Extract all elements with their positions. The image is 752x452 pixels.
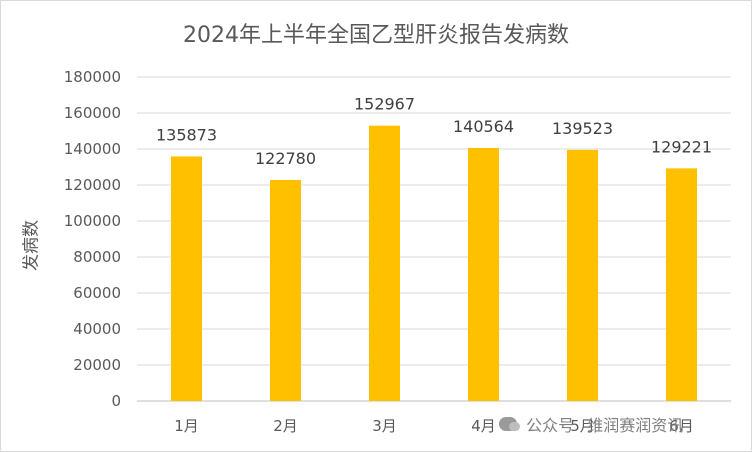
bar-5 (567, 149, 598, 401)
y-tick-label-140000: 140000 (64, 140, 121, 158)
bar-1 (171, 156, 202, 401)
data-label-2: 122780 (255, 149, 316, 168)
y-tick-label-0: 0 (111, 392, 121, 410)
watermark: 公众号 维润赛润资讯 (499, 412, 739, 438)
y-tick-label-60000: 60000 (73, 284, 121, 302)
watermark-source: 公众号 (526, 416, 575, 435)
x-tick-label-3: 3月 (372, 417, 397, 435)
x-tick-label-1: 1月 (174, 417, 199, 435)
y-tick-label-40000: 40000 (73, 320, 121, 338)
x-tick-label-6: 6月 (669, 417, 694, 435)
y-tick-label-160000: 160000 (64, 104, 121, 122)
y-tick-label-180000: 180000 (64, 68, 121, 86)
x-tick-label-5: 5月 (570, 417, 595, 435)
y-tick-label-20000: 20000 (73, 356, 121, 374)
wechat-icon (499, 417, 520, 431)
x-tick-label-4: 4月 (471, 417, 496, 435)
chart-title: 2024年上半年全国乙型肝炎报告发病数 (183, 23, 569, 48)
data-label-4: 140564 (453, 117, 514, 136)
y-tick-label-120000: 120000 (64, 176, 121, 194)
bar-2 (270, 179, 301, 401)
data-label-3: 152967 (354, 95, 415, 114)
x-tick-label-2: 2月 (273, 417, 298, 435)
bar-3 (369, 125, 400, 402)
data-label-6: 129221 (651, 137, 712, 156)
y-tick-label-80000: 80000 (73, 248, 121, 266)
watermark-name: 维润赛润资讯 (587, 416, 684, 435)
bar-4 (468, 147, 499, 401)
bar-6 (666, 168, 697, 401)
data-label-1: 135873 (156, 125, 217, 144)
y-tick-label-100000: 100000 (64, 212, 121, 230)
data-label-5: 139523 (552, 119, 613, 138)
